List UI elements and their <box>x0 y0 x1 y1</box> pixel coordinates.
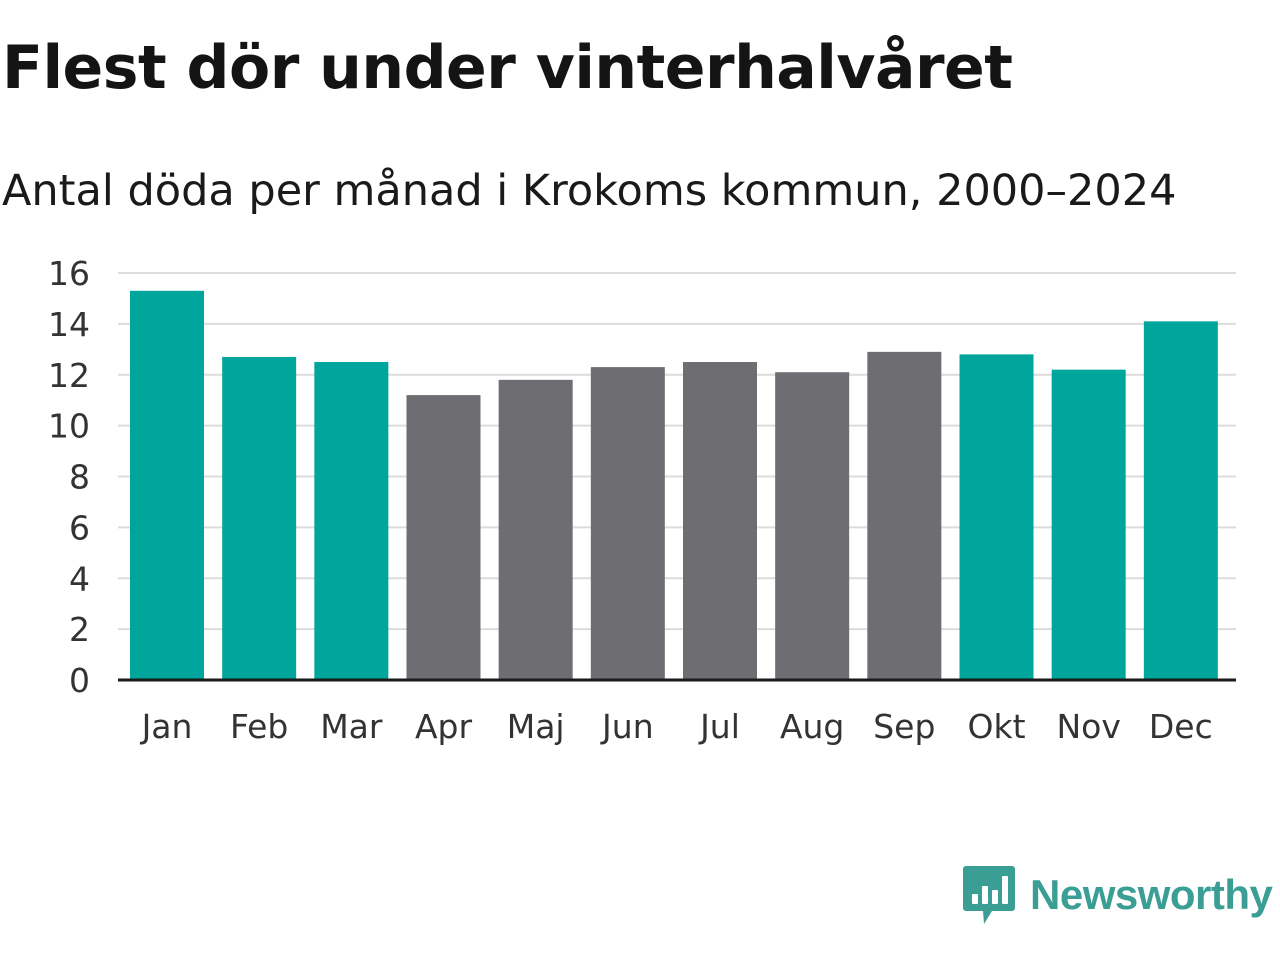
y-tick-label: 4 <box>69 559 90 598</box>
bar-jun <box>590 367 665 680</box>
x-tick-label: Okt <box>967 707 1025 746</box>
bar-apr <box>406 395 481 680</box>
bar-maj <box>498 379 573 680</box>
bar-nov <box>1051 369 1126 680</box>
y-tick-label: 14 <box>48 305 90 344</box>
y-tick-label: 8 <box>69 458 90 497</box>
y-tick-label: 0 <box>69 661 90 700</box>
brand-name: Newsworthy <box>1030 871 1273 918</box>
x-tick-label: Dec <box>1149 707 1213 746</box>
bar-sep <box>867 351 942 680</box>
x-tick-label: Jun <box>600 707 654 746</box>
x-tick-label: Apr <box>415 707 473 746</box>
chart-subtitle: Antal döda per månad i Krokoms kommun, 2… <box>2 166 1177 216</box>
y-tick-label: 6 <box>69 508 90 547</box>
bar-dec <box>1143 321 1218 680</box>
y-tick-label: 10 <box>48 407 90 446</box>
bar-chart: 0 2 4 6 8 10 12 14 16 Jan Feb Mar Apr Maj Jun Jul Aug Sep… <box>48 254 1236 746</box>
newsworthy-logo-icon <box>963 866 1015 924</box>
y-tick-label: 2 <box>69 610 90 649</box>
bar-feb <box>222 356 297 680</box>
y-tick-label: 12 <box>48 356 90 395</box>
x-tick-label: Nov <box>1056 707 1120 746</box>
x-tick-label: Jul <box>698 707 740 746</box>
x-tick-label: Maj <box>507 707 565 746</box>
x-tick-label: Sep <box>873 707 935 746</box>
x-tick-label: Feb <box>230 707 288 746</box>
bar-jul <box>683 362 757 680</box>
bar-okt <box>959 354 1034 680</box>
y-tick-label: 16 <box>48 254 90 293</box>
bar-aug <box>775 372 850 680</box>
bar-jan <box>130 290 204 680</box>
x-tick-label: Mar <box>320 707 383 746</box>
x-tick-label: Aug <box>780 707 844 746</box>
chart-title: Flest dör under vinterhalvåret <box>2 33 1013 103</box>
x-tick-label: Jan <box>140 707 193 746</box>
bar-mar <box>314 362 389 680</box>
brand-logo: Newsworthy <box>962 862 1273 928</box>
